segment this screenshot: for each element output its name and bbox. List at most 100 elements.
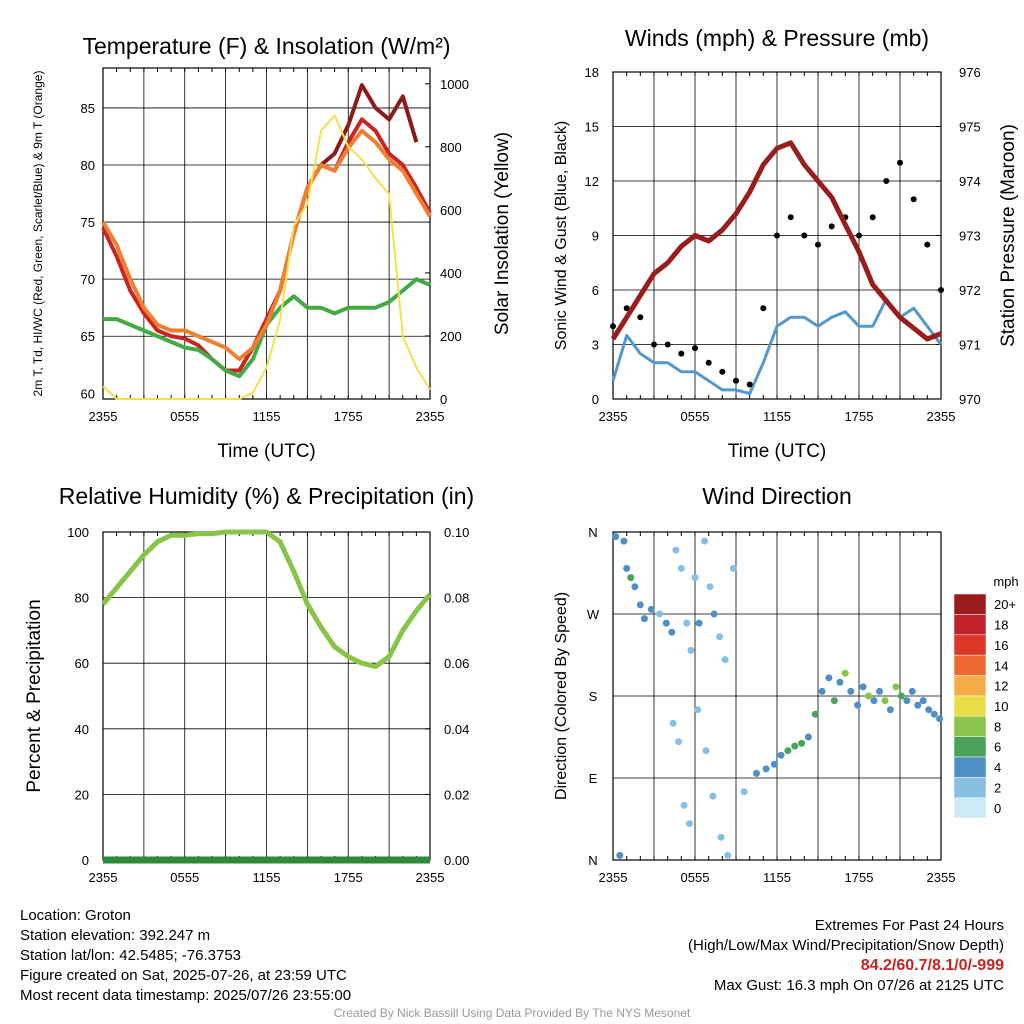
colorbar-label: 10: [994, 699, 1008, 714]
gust-point: [637, 314, 644, 321]
y-right-tick-label: 0.10: [444, 525, 469, 540]
direction-point: [886, 706, 894, 714]
x-tick-label: 0555: [681, 409, 710, 424]
chart-title: Winds (mph) & Pressure (mb): [625, 25, 929, 51]
direction-point: [740, 788, 748, 796]
series-line: [102, 114, 431, 400]
direction-point: [687, 646, 695, 654]
x-tick-label: 0555: [681, 870, 710, 885]
most-recent-timestamp: Most recent data timestamp: 2025/07/26 2…: [20, 987, 352, 1004]
direction-point: [825, 674, 833, 682]
direction-point: [721, 656, 729, 664]
x-tick-label: 1755: [845, 870, 874, 885]
gust-point: [692, 345, 698, 352]
y-right-tick-label: 0.06: [444, 656, 469, 671]
direction-point: [762, 765, 770, 773]
x-tick-label: 2355: [927, 870, 956, 885]
y-tick-label: 40: [75, 722, 89, 737]
y-tick-label: 18: [585, 65, 599, 80]
y-tick-label: 60: [75, 656, 89, 671]
colorbar-swatch: [953, 797, 987, 819]
direction-point: [672, 546, 680, 554]
direction-point: [930, 710, 938, 718]
y-tick-label: 70: [81, 272, 95, 287]
gust-point: [938, 287, 944, 293]
y-tick-label: 75: [81, 215, 95, 230]
y-right-tick-label: 974: [959, 174, 981, 189]
series-line: [610, 140, 942, 342]
gust-point: [787, 214, 794, 221]
x-axis-label: Time (UTC): [217, 441, 316, 462]
colorbar-swatch: [953, 736, 987, 758]
colorbar-label: 0: [994, 801, 1001, 816]
colorbar-swatch: [953, 756, 987, 778]
direction-point: [818, 687, 826, 695]
gust-point: [623, 305, 630, 312]
gust-point: [610, 323, 616, 330]
colorbar-label: 14: [994, 658, 1008, 673]
x-tick-label: 0555: [170, 409, 199, 424]
x-tick-label: 1755: [334, 870, 363, 885]
direction-point: [695, 619, 703, 627]
y-tick-label: 6: [592, 283, 599, 298]
gust-point: [719, 368, 726, 375]
colorbar-swatch: [953, 654, 987, 676]
y-right-tick-label: 973: [959, 229, 981, 244]
direction-point: [709, 792, 717, 800]
gust-point: [774, 232, 780, 239]
direction-point: [680, 801, 688, 809]
direction-point: [770, 760, 778, 768]
y-right-tick-label: 0.00: [444, 853, 469, 868]
y-right-tick-label: 0: [440, 392, 447, 407]
direction-point: [647, 605, 655, 613]
gust-point: [801, 232, 808, 239]
direction-point: [892, 683, 900, 691]
extremes-subtitle: (High/Low/Max Wind/Precipitation/Snow De…: [688, 937, 1004, 954]
gust-point: [869, 214, 876, 221]
direction-point: [677, 564, 685, 572]
x-tick-label: 1155: [253, 870, 281, 885]
direction-point: [706, 583, 714, 591]
x-tick-label: 2355: [416, 870, 445, 885]
x-tick-label: 2355: [89, 409, 118, 424]
direction-point: [908, 687, 916, 695]
y-right-tick-label: 0.04: [444, 722, 469, 737]
credit-line: Created By Nick Bassill Using Data Provi…: [333, 1006, 691, 1020]
direction-point: [623, 564, 631, 572]
y-right-tick-label: 200: [440, 329, 462, 344]
y-right-axis-label: Solar Insolation (Yellow): [492, 132, 513, 335]
series-line: [101, 529, 432, 669]
direction-point: [798, 739, 806, 747]
y-tick-label: 0: [592, 392, 599, 407]
x-tick-label: 1155: [763, 870, 791, 885]
gust-point: [705, 359, 712, 366]
direction-point: [710, 610, 718, 618]
gust-point: [746, 381, 753, 388]
y-tick-label: 85: [81, 101, 95, 116]
x-tick-label: 2355: [599, 870, 628, 885]
direction-point: [701, 537, 709, 545]
y-tick-label: E: [589, 771, 598, 786]
station-latlon: Station lat/lon: 42.5485; -76.3753: [20, 947, 242, 964]
y-right-tick-label: 0.02: [444, 787, 469, 802]
series-line: [101, 117, 432, 373]
direction-point: [903, 697, 911, 705]
y-tick-label: 60: [81, 386, 95, 401]
chart-title: Temperature (F) & Insolation (W/m²): [82, 33, 450, 59]
y-axis-label: Percent & Precipitation: [24, 599, 45, 792]
x-axis-label: Time (UTC): [728, 441, 827, 462]
gust-point: [897, 159, 903, 166]
direction-point: [683, 619, 691, 627]
extremes-panel: Extremes For Past 24 Hours (High/Low/Max…: [688, 916, 1004, 996]
colorbar-swatch: [953, 777, 987, 798]
direction-point: [724, 851, 732, 859]
colorbar-swatch: [953, 675, 987, 697]
colorbar-label: 12: [994, 679, 1008, 694]
direction-point: [830, 697, 838, 705]
direction-point: [627, 574, 635, 582]
gust-point: [733, 377, 739, 384]
y-axis-label: 2m T, Td, HI/WC (Red, Green, Scarlet/Blu…: [31, 71, 45, 397]
station-info: Location: Groton Station elevation: 392.…: [20, 906, 351, 1006]
